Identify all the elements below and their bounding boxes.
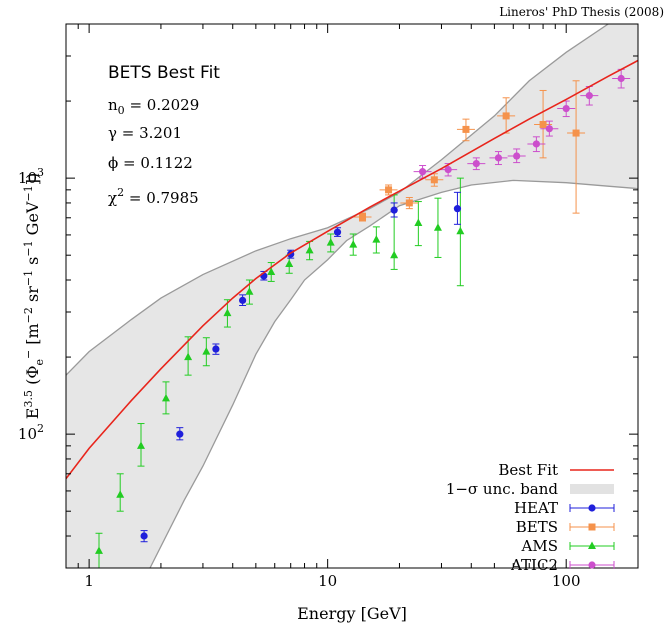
data-point xyxy=(433,223,442,231)
legend-swatch xyxy=(570,484,614,494)
data-point xyxy=(349,240,358,248)
data-point xyxy=(456,226,465,235)
data-point xyxy=(333,228,342,236)
data-point xyxy=(494,154,503,162)
legend-label: Best Fit xyxy=(498,461,558,479)
thesis-credit: Lineros' PhD Thesis (2008) xyxy=(499,5,664,19)
annotation-title: BETS Best Fit xyxy=(108,63,220,83)
annotation-phi: ϕ = 0.1122 xyxy=(108,154,193,172)
legend-label: 1−σ unc. band xyxy=(446,480,559,498)
data-point xyxy=(562,104,570,113)
series-bets xyxy=(353,80,586,222)
data-point xyxy=(545,125,553,133)
uncertainty-band-fill xyxy=(66,24,638,568)
data-point xyxy=(414,218,423,226)
data-point xyxy=(390,250,399,259)
legend-item-1-unc-band: 1−σ unc. band xyxy=(446,480,614,498)
data-point xyxy=(285,259,294,267)
data-point xyxy=(539,120,547,128)
data-point xyxy=(176,430,184,438)
data-point xyxy=(585,92,593,100)
data-point xyxy=(305,245,314,254)
data-point xyxy=(184,352,193,361)
legend-marker xyxy=(588,561,596,569)
data-point xyxy=(444,165,452,174)
legend-item-best-fit: Best Fit xyxy=(498,461,614,479)
uncertainty-band-upper-edge xyxy=(66,24,609,376)
data-point xyxy=(418,168,427,176)
y-tick-label: 103 xyxy=(18,166,44,187)
data-point xyxy=(385,186,393,194)
data-point xyxy=(245,287,254,295)
x-axis-title: Energy [GeV] xyxy=(297,604,407,623)
legend-item-atic2: ATIC2 xyxy=(510,556,615,574)
data-point xyxy=(326,238,335,246)
plot-frame xyxy=(65,23,639,569)
legend-label: BETS xyxy=(516,518,558,536)
data-point xyxy=(453,205,462,213)
data-point xyxy=(390,206,398,214)
axis-ticks xyxy=(65,23,639,569)
data-point xyxy=(267,267,276,275)
data-point xyxy=(94,546,103,554)
series-atic2 xyxy=(413,68,631,179)
data-point xyxy=(513,152,521,160)
data-point xyxy=(202,347,211,355)
plot-area xyxy=(66,24,638,568)
best-fit-curve xyxy=(66,59,638,480)
legend-marker xyxy=(588,523,596,531)
data-point xyxy=(212,345,220,353)
fit-annotation: BETS Best Fit n0 = 0.2029 γ = 3.201 ϕ = … xyxy=(108,63,220,207)
legend-label: AMS xyxy=(521,537,558,555)
data-point xyxy=(472,159,480,168)
legend-label: HEAT xyxy=(514,499,558,517)
data-point xyxy=(239,296,247,304)
plot-content xyxy=(66,24,638,568)
data-point xyxy=(359,213,367,221)
legend-marker xyxy=(588,541,596,549)
legend-item-bets: BETS xyxy=(516,518,615,536)
data-point xyxy=(405,199,413,207)
y-tick-label: 102 xyxy=(18,422,44,443)
legend-item-ams: AMS xyxy=(521,537,615,555)
data-point xyxy=(430,176,438,184)
data-point xyxy=(136,441,145,449)
legend-marker xyxy=(588,504,596,512)
y-axis-title: E3.5 (Φe− [m−2 sr−1 s−1 GeV−1]) xyxy=(22,173,46,419)
data-point xyxy=(532,140,540,148)
uncertainty-band-lower-edge xyxy=(149,179,638,568)
x-tick-label: 10 xyxy=(318,572,337,590)
annotation-chi2: χ2 = 0.7985 xyxy=(108,186,199,207)
x-tick-label: 1 xyxy=(84,572,94,590)
data-point xyxy=(502,112,510,120)
data-point xyxy=(161,393,170,402)
annotation-n0: n0 = 0.2029 xyxy=(108,96,199,117)
data-point xyxy=(372,235,381,243)
data-point xyxy=(572,129,580,137)
legend-label: ATIC2 xyxy=(510,556,558,574)
annotation-gamma: γ = 3.201 xyxy=(108,124,182,142)
x-tick-label: 100 xyxy=(552,572,581,590)
data-point xyxy=(617,74,625,83)
data-point xyxy=(223,308,232,317)
data-point xyxy=(462,125,470,133)
data-point xyxy=(140,532,148,540)
data-point xyxy=(116,490,125,498)
legend-item-heat: HEAT xyxy=(514,499,615,517)
tick-labels: 1 10 100 102 103 xyxy=(18,166,581,590)
